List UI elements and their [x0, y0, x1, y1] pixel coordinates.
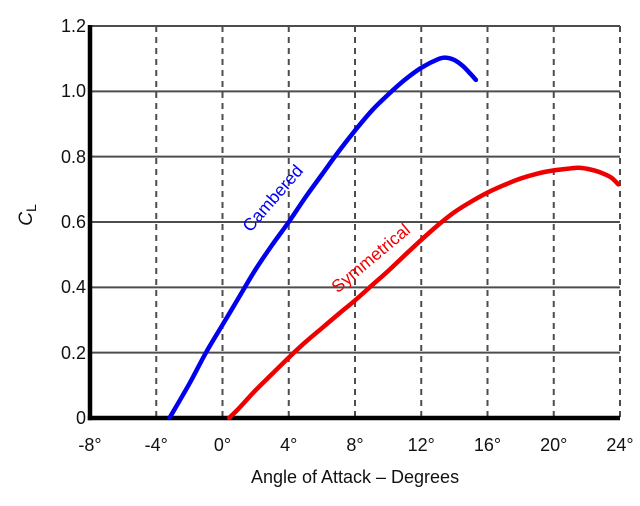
y-tick-label: 0	[75, 408, 86, 428]
x-tick-label: 4°	[280, 435, 298, 455]
x-tick-label: -8°	[78, 435, 102, 455]
y-tick-label: 1.0	[60, 81, 86, 102]
curve-cambered	[167, 55, 479, 421]
y-tick-label: 0.2	[60, 342, 86, 363]
curve-symmetrical	[226, 165, 621, 421]
y-tick-label: 0.8	[60, 146, 86, 167]
x-tick-label: 0°	[213, 435, 232, 455]
y-axis-subscript: L	[23, 204, 39, 213]
x-tick-label: -4°	[144, 435, 168, 455]
y-tick-label: 0.6	[60, 212, 86, 232]
x-axis-title: Angle of Attack – Degrees	[250, 467, 460, 487]
y-tick-label: 1.2	[60, 16, 86, 36]
y-tick-label: 0.4	[60, 277, 86, 298]
x-tick-label: 20°	[540, 435, 568, 455]
x-tick-label: 24°	[606, 435, 634, 455]
x-tick-label: 8°	[346, 435, 364, 455]
y-axis-label: CL	[14, 182, 40, 248]
y-axis-symbol: C	[16, 212, 37, 226]
x-tick-label: 16°	[473, 435, 502, 455]
x-tick-label: 12°	[407, 435, 435, 455]
